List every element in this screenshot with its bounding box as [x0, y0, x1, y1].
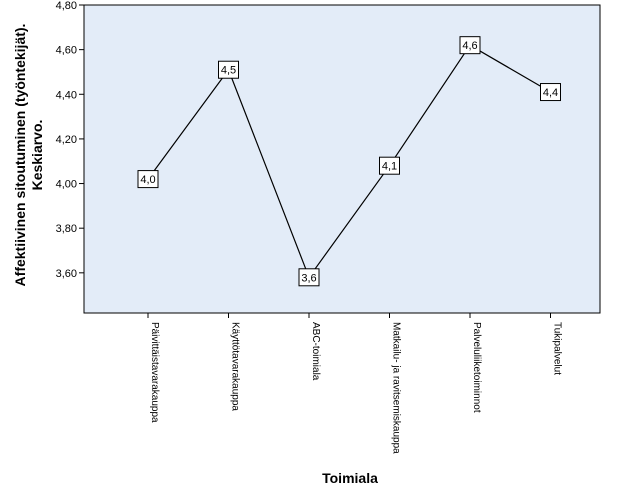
- series-line-group: [147, 44, 551, 279]
- data-label: 4,1: [382, 161, 397, 173]
- plot-area: [83, 4, 601, 314]
- data-point-marker: [218, 60, 239, 79]
- data-label: 4,0: [140, 174, 155, 186]
- x-tick-label: ABC-toimiala: [310, 322, 321, 381]
- data-point-marker: [137, 170, 159, 189]
- data-label: 4,4: [543, 87, 558, 99]
- x-tick-label: Matkailu- ja ravitsemiskauppa: [391, 322, 402, 454]
- x-axis: Päivittäistavarakauppa Käyttötavarakauppa…: [147, 313, 563, 454]
- x-axis-title: Toimiala: [322, 470, 378, 486]
- data-point-marker: [298, 268, 320, 287]
- y-tick-label: 3,60: [56, 268, 77, 280]
- y-tick-label: 4,20: [56, 134, 77, 146]
- y-tick-label: 4,60: [56, 45, 77, 57]
- y-axis: 3,60 3,80 4,00 4,20 4,40 4,60 4,80: [56, 0, 84, 280]
- data-point-marker: [540, 83, 561, 102]
- series-line: [147, 44, 551, 279]
- y-tick-label: 3,80: [56, 223, 77, 235]
- data-label: 3,6: [301, 272, 316, 284]
- y-axis-title-line-1: Affektiivinen sitoutuminen (työntekijät)…: [12, 24, 28, 287]
- y-tick-label: 4,00: [56, 179, 77, 191]
- y-tick-label: 4,80: [56, 0, 77, 12]
- data-points: 4,0 4,5 3,6 4,1 4,6 4,4: [137, 36, 561, 287]
- data-label: 4,6: [462, 40, 477, 52]
- y-axis-title-line-2: Keskiarvo.: [29, 120, 45, 191]
- x-tick-label: Palveluliiketoiminnot: [471, 322, 482, 413]
- y-tick-label: 4,40: [56, 89, 77, 101]
- x-tick-label: Tukipalvelut: [552, 322, 563, 375]
- data-label: 4,5: [221, 65, 236, 77]
- x-tick-label: Käyttötavarakauppa: [230, 322, 241, 411]
- x-tick-label: Päivittäistavarakauppa: [149, 322, 160, 423]
- data-point-marker: [379, 156, 400, 175]
- data-point-marker: [459, 36, 481, 55]
